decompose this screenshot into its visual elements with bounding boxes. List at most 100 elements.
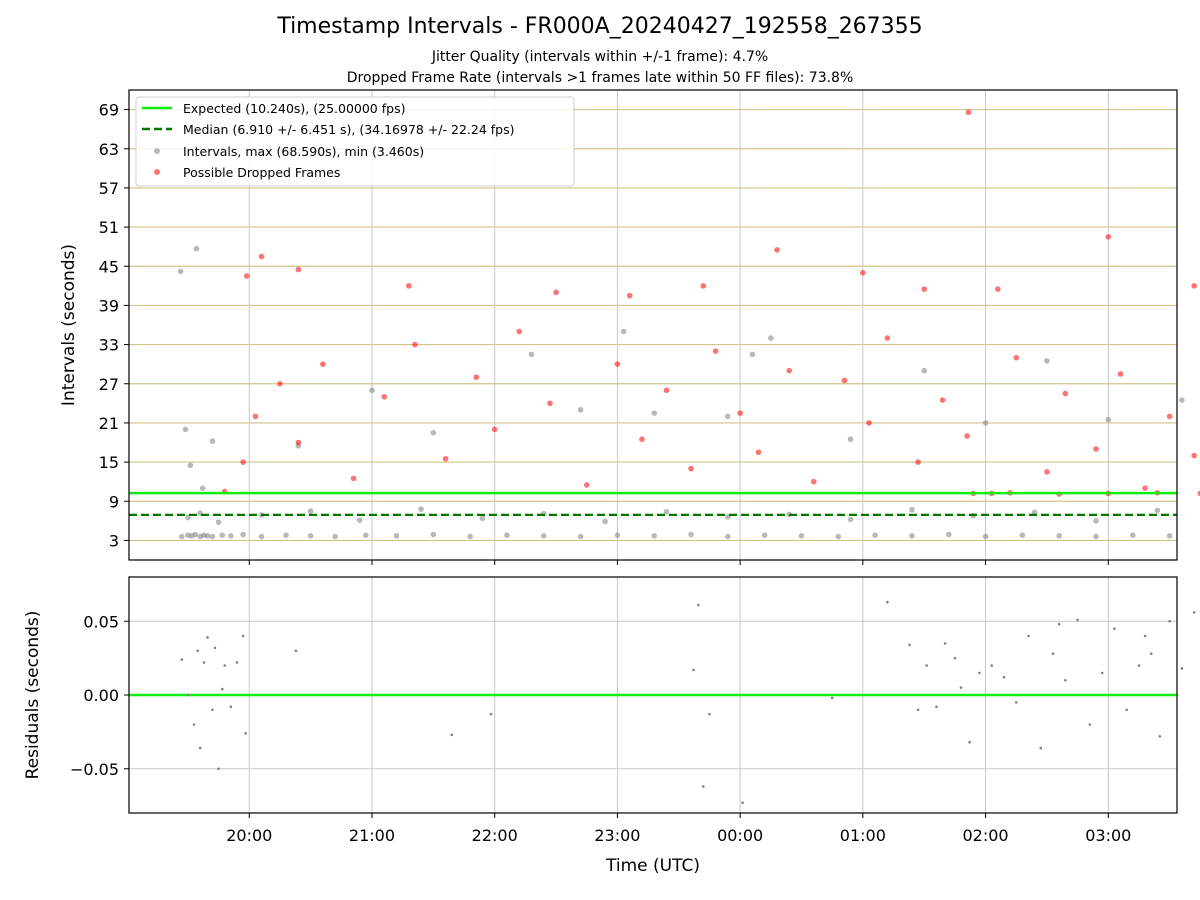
bottom-y-axis-label: Residuals (seconds) xyxy=(23,611,43,780)
residual-point xyxy=(186,693,190,697)
interval-point xyxy=(614,532,621,538)
interval-point xyxy=(204,533,211,539)
bottom-y-ticks: −0.05 0.00 0.05 xyxy=(70,612,129,779)
dropped-frame-point xyxy=(252,413,259,420)
top-y-tick-label: 57 xyxy=(99,179,119,198)
interval-point xyxy=(258,533,265,540)
x-tick-label: 02:00 xyxy=(963,826,1009,845)
residual-point xyxy=(192,723,196,726)
dropped-frame-point xyxy=(1191,283,1197,289)
dropped-frame-point xyxy=(965,109,972,116)
interval-point xyxy=(577,407,584,413)
interval-point xyxy=(430,531,437,538)
interval-point xyxy=(847,436,854,443)
residual-point xyxy=(697,603,700,607)
interval-point xyxy=(945,531,952,538)
dropped-frame-point xyxy=(473,374,480,381)
residual-point xyxy=(935,705,938,709)
top-y-tick-label: 3 xyxy=(109,531,119,550)
interval-point xyxy=(1154,507,1161,514)
residual-point xyxy=(1137,664,1141,667)
interval-point xyxy=(909,506,915,513)
top-plot-frame xyxy=(128,89,1178,561)
jitter-quality-subtitle: Jitter Quality (intervals within +/-1 fr… xyxy=(431,49,769,65)
residual-point xyxy=(1168,619,1171,623)
interval-point xyxy=(1019,532,1026,538)
interval-point xyxy=(835,533,842,540)
interval-point xyxy=(909,533,915,539)
interval-point xyxy=(332,533,338,540)
residual-point xyxy=(925,664,928,667)
residual-point xyxy=(943,642,947,645)
residual-point xyxy=(1027,634,1030,638)
residual-point xyxy=(202,661,206,664)
legend-box xyxy=(135,96,575,187)
residual-point xyxy=(1014,701,1018,704)
dropped-frame-point xyxy=(700,283,707,289)
bottom-y-tick-label: −0.05 xyxy=(70,760,119,779)
top-y-tick-label: 39 xyxy=(99,296,119,315)
interval-point xyxy=(651,410,658,416)
dropped-frame-point xyxy=(626,292,633,299)
dropped-frame-point xyxy=(381,394,388,400)
x-tick-label: 20:00 xyxy=(226,826,272,845)
dropped-frame-point xyxy=(405,283,412,289)
residual-point xyxy=(1158,735,1162,738)
top-y-tick-label: 63 xyxy=(99,140,119,159)
residual-point xyxy=(702,785,705,788)
residual-point xyxy=(180,658,184,661)
dropped-frame-point xyxy=(663,387,670,394)
interval-point xyxy=(219,532,226,538)
dropped-frame-point xyxy=(350,475,357,482)
interval-point xyxy=(177,268,184,275)
residual-point xyxy=(978,671,981,675)
legend-intervals-label: Intervals, max (68.590s), min (3.460s) xyxy=(183,144,424,159)
residual-point xyxy=(908,643,911,647)
interval-point xyxy=(1093,533,1099,540)
residual-point xyxy=(489,712,493,716)
dropped-frame-point xyxy=(1044,469,1050,475)
interval-point xyxy=(798,533,805,539)
interval-point xyxy=(393,533,400,539)
residual-point xyxy=(990,664,993,667)
residual-point xyxy=(220,687,224,691)
top-x-ticks xyxy=(248,560,1109,565)
residual-point xyxy=(1039,746,1043,750)
dropped-frame-point xyxy=(866,420,872,426)
interval-point xyxy=(228,533,234,539)
interval-point xyxy=(192,531,199,538)
residual-point xyxy=(741,801,744,804)
interval-point xyxy=(620,328,627,335)
dropped-frame-point xyxy=(1197,490,1200,497)
dropped-frame-point xyxy=(786,367,793,374)
interval-point xyxy=(193,245,200,252)
residual-point xyxy=(229,705,233,709)
residual-point xyxy=(1143,634,1147,638)
top-y-tick-label: 9 xyxy=(109,492,119,511)
dropped-frame-point xyxy=(755,449,762,456)
interval-point xyxy=(182,426,189,433)
dropped-frame-point xyxy=(921,286,928,292)
residual-point xyxy=(211,708,214,712)
dropped-frame-point xyxy=(277,380,283,387)
dropped-frame-point xyxy=(939,397,946,403)
dropped-frame-rate-subtitle: Dropped Frame Rate (intervals >1 frames … xyxy=(346,70,854,86)
interval-point xyxy=(1093,518,1099,524)
dropped-frame-point xyxy=(737,410,743,416)
dropped-frame-point xyxy=(583,482,590,488)
residual-point xyxy=(959,686,963,689)
legend: Expected (10.240s), (25.00000 fps) Media… xyxy=(135,96,575,187)
interval-point xyxy=(847,516,854,523)
top-y-tick-label: 27 xyxy=(99,375,119,394)
chart-title: Timestamp Intervals - FR000A_20240427_19… xyxy=(277,14,923,39)
dropped-frame-point xyxy=(915,459,921,465)
x-axis-label: Time (UTC) xyxy=(605,856,700,876)
interval-point xyxy=(921,367,928,374)
residual-point xyxy=(886,600,889,604)
residual-point xyxy=(1076,618,1079,622)
top-y-tick-label: 45 xyxy=(99,257,119,276)
x-tick-label: 01:00 xyxy=(840,826,886,845)
dropped-frame-point xyxy=(295,439,302,446)
legend-median-label: Median (6.910 +/- 6.451 s), (34.16978 +/… xyxy=(183,122,514,137)
